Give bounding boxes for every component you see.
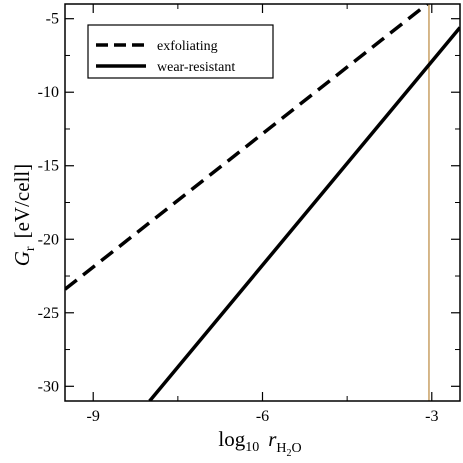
- x-tick-label: -3: [425, 408, 438, 425]
- series-line-exfoliating: [65, 4, 429, 291]
- legend-label-wear-resistant: wear-resistant: [157, 60, 235, 75]
- y-tick-label: -20: [38, 231, 59, 248]
- plot-marks: [65, 4, 460, 401]
- y-axis-label: Gr[eV/cell]: [10, 164, 38, 266]
- x-tick-label: -9: [87, 408, 100, 425]
- x-axis-label: log10 rH2O: [218, 427, 301, 459]
- series-line-wear-resistant: [148, 26, 460, 401]
- y-tick-label: -25: [38, 305, 59, 322]
- legend: exfoliating wear-resistant: [87, 24, 274, 79]
- legend-box: [87, 24, 274, 79]
- y-tick-label: -30: [38, 378, 59, 395]
- axis-ticks: -9 -6 -3 -30 -25 -20 -15 -10 -5: [38, 4, 460, 425]
- y-tick-label: -5: [46, 11, 59, 28]
- y-tick-label: -15: [38, 158, 59, 175]
- x-tick-label: -6: [256, 408, 269, 425]
- legend-label-exfoliating: exfoliating: [157, 39, 218, 54]
- y-tick-label: -10: [38, 84, 59, 101]
